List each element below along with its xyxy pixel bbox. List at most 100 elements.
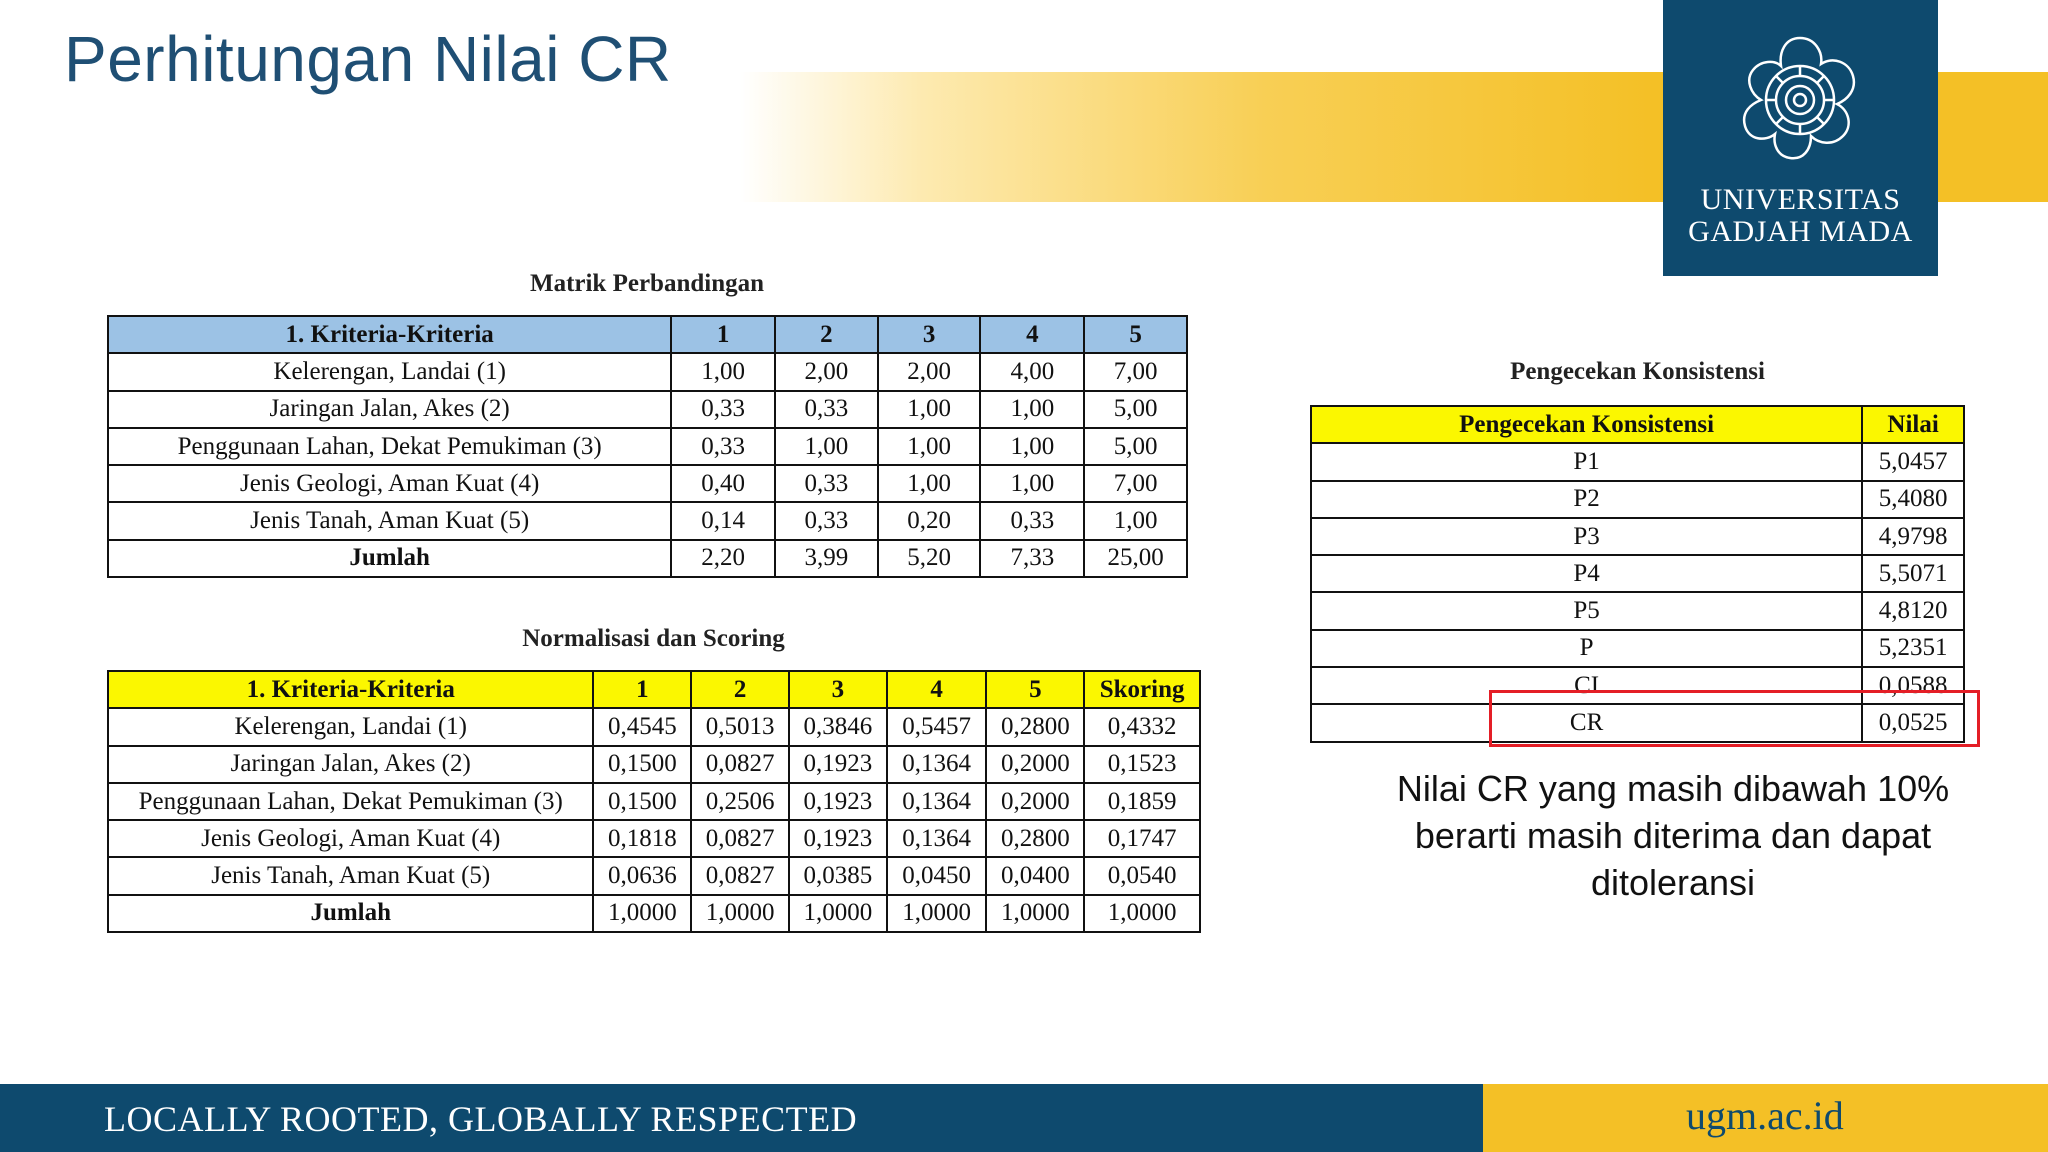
table-cell: 1,0000 [985,893,1086,934]
table-row: Jaringan Jalan, Akes (2) 0,33 0,33 1,00 … [106,389,1188,429]
table-cell: CI [1309,666,1864,706]
table-cell: 0,20 [876,501,982,541]
table-cell: Kelerengan, Landai (1) [106,707,595,747]
table-cell: 0,40 [670,464,777,504]
normalisasi-header-cell: 3 [787,669,888,710]
table-total-row: Jumlah 2,20 3,99 5,20 7,33 25,00 [106,538,1188,579]
table-row: P3 4,9798 [1309,516,1965,557]
table-cell: 0,1923 [787,781,888,822]
table-cell: 7,00 [1083,464,1188,504]
table-cell: 0,0827 [690,744,790,784]
table-cell: 2,00 [774,352,879,392]
table-cell: 1,00 [774,426,879,467]
normalisasi-table: 1. Kriteria-Kriteria 1 2 3 4 5 Skoring K… [106,669,1201,934]
table-cell: 0,1500 [592,744,693,784]
table-cell: 5,5071 [1861,554,1965,594]
table-cell: P4 [1309,554,1864,594]
table-cell: 5,20 [876,538,982,579]
table-cell: 1,0000 [885,893,988,934]
table-cell: Jaringan Jalan, Akes (2) [106,744,595,784]
table-cell: 1,00 [876,389,982,429]
table-cell: 0,2000 [985,781,1086,822]
matrix-caption: Matrik Perbandingan [529,270,765,297]
konsistensi-header-cell: Nilai [1861,404,1965,445]
table-row: Jenis Geologi, Aman Kuat (4) 0,40 0,33 1… [106,464,1188,504]
normalisasi-header-cell: 5 [985,669,1086,710]
table-cell: CR [1309,703,1864,743]
cr-row: CR 0,0525 [1309,703,1965,743]
table-row: P 5,2351 [1309,628,1965,669]
table-cell: Jumlah [106,538,673,579]
table-cell: 7,00 [1083,352,1188,392]
table-cell: P3 [1309,516,1864,557]
table-cell: 0,2506 [690,781,790,822]
table-row: Jenis Tanah, Aman Kuat (5) 0,0636 0,0827… [106,856,1201,896]
table-cell: 1,0000 [690,893,790,934]
table-row: P4 5,5071 [1309,554,1965,594]
matrix-table: 1. Kriteria-Kriteria 1 2 3 4 5 Kelerenga… [106,314,1188,579]
table-cell: 5,4080 [1861,479,1965,519]
table-row: P1 5,0457 [1309,442,1965,482]
footer-gold-block [1483,1084,2048,1152]
table-cell: 25,00 [1083,538,1188,579]
table-cell: 0,0385 [787,856,888,896]
table-cell: 0,33 [670,426,777,467]
table-cell: Jenis Tanah, Aman Kuat (5) [106,501,673,541]
table-cell: 1,00 [876,426,982,467]
footer-url[interactable]: ugm.ac.id [1686,1093,1844,1138]
table-row: CI 0,0588 [1309,666,1965,706]
footer-slogan: LOCALLY ROOTED, GLOBALLY RESPECTED [104,1099,858,1139]
table-cell: 0,0540 [1083,856,1201,896]
table-cell: 1,00 [876,464,982,504]
matrix-header-cell: 1 [670,314,777,355]
normalisasi-header-cell: 2 [690,669,790,710]
table-cell: 2,00 [876,352,982,392]
table-cell: 0,1364 [885,819,988,859]
normalisasi-header-cell: 1. Kriteria-Kriteria [106,669,595,710]
table-cell: 0,0636 [592,856,693,896]
table-cell: P1 [1309,442,1864,482]
table-cell: 5,00 [1083,389,1188,429]
ugm-logo: UNIVERSITAS GADJAH MADA [1663,0,1938,276]
table-cell: 0,2000 [985,744,1086,784]
slide-title: Perhitungan Nilai CR [64,23,672,95]
table-cell: 0,4332 [1083,707,1201,747]
normalisasi-header-cell: 1 [592,669,693,710]
table-cell: 1,0000 [592,893,693,934]
matrix-header-cell: 4 [979,314,1086,355]
table-row: Penggunaan Lahan, Dekat Pemukiman (3) 0,… [106,781,1201,822]
normalisasi-header-cell: 4 [885,669,988,710]
table-total-row: Jumlah 1,0000 1,0000 1,0000 1,0000 1,000… [106,893,1201,934]
table-cell: 0,0450 [885,856,988,896]
table-row: Kelerengan, Landai (1) 1,00 2,00 2,00 4,… [106,352,1188,392]
table-cell: 0,33 [670,389,777,429]
konsistensi-header-cell: Pengecekan Konsistensi [1309,404,1864,445]
table-cell: 0,5013 [690,707,790,747]
table-row: Kelerengan, Landai (1) 0,4545 0,5013 0,3… [106,707,1201,747]
logo-text-line1: UNIVERSITAS [1700,183,1901,216]
table-cell: 0,14 [670,501,777,541]
table-cell: 0,1747 [1083,819,1201,859]
table-cell: 0,1923 [787,819,888,859]
matrix-header-row: 1. Kriteria-Kriteria 1 2 3 4 5 [106,314,1188,355]
table-cell: 0,1818 [592,819,693,859]
table-cell: P5 [1309,591,1864,631]
cr-note: Nilai CR yang masih dibawah 10% berarti … [1396,768,1950,903]
table-cell: Jenis Geologi, Aman Kuat (4) [106,819,595,859]
table-cell: 0,1523 [1083,744,1201,784]
table-cell: Kelerengan, Landai (1) [106,352,673,392]
table-cell: 0,2800 [985,707,1086,747]
table-cell: 1,00 [1083,501,1188,541]
table-cell: Penggunaan Lahan, Dekat Pemukiman (3) [106,426,673,467]
logo-text-line2: GADJAH MADA [1688,215,1913,248]
table-cell: 0,33 [979,501,1086,541]
table-cell: 0,0400 [985,856,1086,896]
table-cell: 0,3846 [787,707,888,747]
table-cell: 0,0588 [1861,666,1965,706]
table-cell: 0,1364 [885,744,988,784]
table-cell: Jumlah [106,893,595,934]
table-cell: 1,00 [670,352,777,392]
table-cell: 7,33 [979,538,1086,579]
konsistensi-header-row: Pengecekan Konsistensi Nilai [1309,404,1965,445]
table-cell: 3,99 [774,538,879,579]
